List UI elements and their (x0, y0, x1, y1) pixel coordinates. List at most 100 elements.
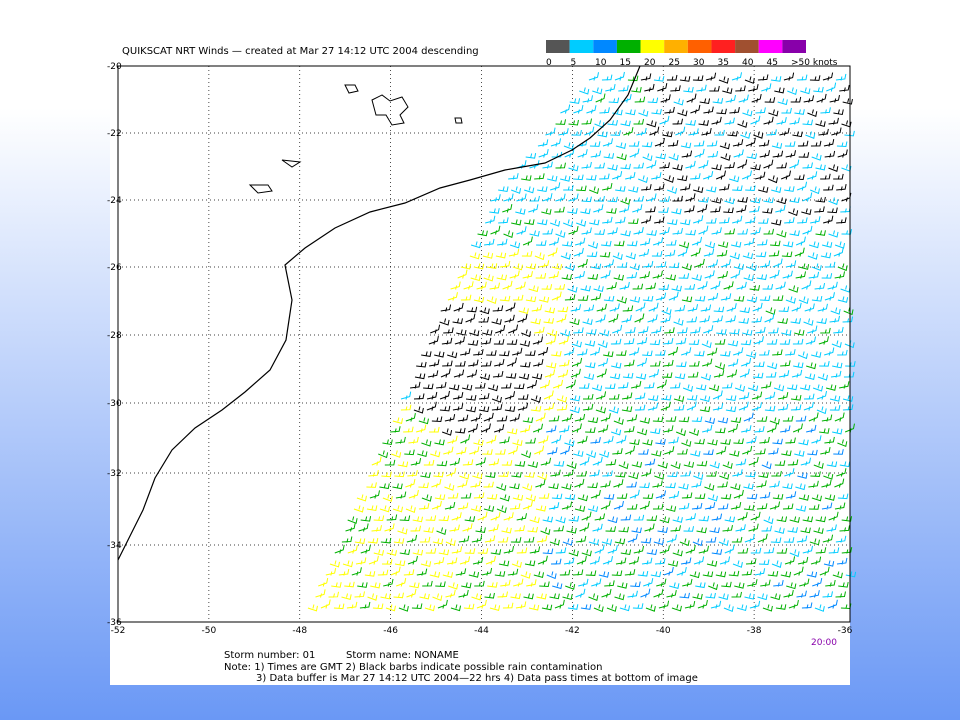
wind-barb (521, 329, 532, 338)
wind-barb (571, 423, 582, 433)
wind-barb (571, 129, 582, 136)
wind-barb (567, 285, 578, 293)
wind-barb (429, 426, 440, 433)
wind-barb (713, 369, 725, 378)
wind-barb (715, 427, 726, 434)
wind-barb (803, 401, 814, 411)
wind-barb (440, 304, 452, 312)
wind-barb (547, 175, 558, 182)
wind-barb (707, 347, 718, 356)
wind-barb (823, 139, 835, 147)
wind-barb (776, 162, 787, 169)
wind-barb (371, 456, 382, 466)
wind-barb (667, 219, 678, 226)
wind-barb (781, 450, 792, 457)
wind-barb (464, 548, 476, 554)
wind-barb (441, 337, 453, 345)
wind-barb (560, 252, 571, 260)
wind-barb (527, 526, 538, 533)
wind-barb (768, 327, 779, 334)
wind-barb (631, 461, 643, 468)
wind-barb (684, 600, 696, 609)
wind-barb (745, 558, 757, 565)
wind-barb (552, 582, 563, 590)
wind-barb (716, 108, 727, 115)
wind-barb (599, 107, 610, 114)
wind-barb (395, 491, 407, 499)
wind-barb (618, 85, 629, 92)
wind-barb (593, 204, 604, 213)
wind-barb (508, 445, 519, 455)
wind-barb (761, 525, 773, 532)
wind-barb (638, 109, 649, 117)
wind-barb (688, 128, 699, 136)
wind-barb (696, 460, 708, 467)
wind-barb (819, 428, 830, 434)
wind-barb (508, 324, 519, 334)
wind-barb (832, 571, 843, 579)
wind-barb (796, 590, 807, 598)
wind-barb (797, 140, 809, 147)
wind-barb (525, 153, 537, 159)
wind-barb (828, 164, 839, 172)
wind-barb (564, 263, 575, 271)
wind-barb (542, 161, 553, 169)
wind-barb (378, 450, 389, 459)
wind-barb (562, 219, 574, 227)
wind-barb (504, 406, 516, 412)
wind-barb (828, 547, 840, 554)
wind-barb (451, 512, 462, 521)
wind-barb (717, 481, 728, 488)
wind-barb (568, 515, 580, 522)
wind-barb (736, 204, 747, 213)
wind-barb (809, 538, 820, 546)
wind-barb (706, 140, 718, 147)
wind-barb (647, 314, 658, 323)
wind-barb (682, 384, 694, 392)
wind-barb (705, 592, 716, 599)
wind-barb (516, 193, 527, 202)
wind-barb (775, 604, 787, 610)
wind-barb (808, 412, 819, 422)
wind-barb (477, 511, 488, 521)
lat-label: -24 (107, 196, 122, 206)
wind-barb (777, 318, 788, 324)
wind-barb (699, 406, 711, 413)
wind-barb (601, 588, 612, 598)
wind-barb (573, 450, 584, 457)
wind-barb (710, 280, 721, 290)
wind-barb (503, 512, 514, 521)
wind-barb (657, 461, 668, 469)
wind-barb (498, 560, 510, 567)
wind-barb (775, 281, 786, 290)
wind-barb (715, 571, 727, 578)
wind-barb (707, 439, 718, 446)
wind-barb (610, 130, 621, 136)
wind-barb (646, 515, 658, 521)
wind-barb (442, 571, 454, 578)
wind-barb (509, 483, 520, 490)
wind-barb (577, 435, 588, 444)
wind-barb (818, 336, 829, 345)
wind-barb (334, 544, 345, 554)
wind-barb (473, 492, 485, 499)
wind-barb (712, 390, 723, 400)
wind-barb (472, 472, 483, 480)
wind-barb (476, 599, 487, 609)
wind-barb (639, 500, 650, 510)
wind-barb (542, 228, 554, 235)
wind-barb (379, 483, 390, 490)
wind-barb (825, 384, 837, 391)
wind-barb (588, 593, 599, 602)
wind-barb (614, 538, 626, 545)
wind-barb (711, 116, 722, 125)
wind-barb (407, 470, 418, 477)
wind-barb (734, 582, 745, 589)
wind-barb (819, 566, 830, 576)
wind-barb (410, 381, 421, 389)
wind-barb (717, 417, 729, 424)
wind-barb (783, 537, 795, 543)
wind-barb (763, 197, 774, 204)
wind-barb (479, 373, 491, 381)
